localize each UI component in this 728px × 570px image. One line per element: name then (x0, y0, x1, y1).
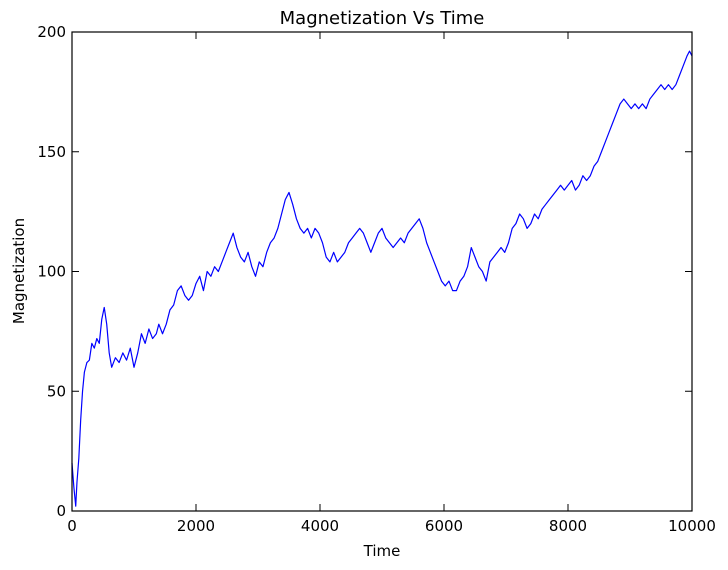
y-tick-label-50: 50 (47, 382, 66, 400)
y-tick-label-100: 100 (37, 263, 66, 281)
y-axis-label: Magnetization (10, 218, 28, 324)
series-layer (71, 50, 693, 507)
x-tick-labels: 0 2000 4000 6000 8000 10000 (67, 517, 716, 535)
x-tick-label-8000: 8000 (549, 517, 587, 535)
y-tick-labels: 0 50 100 150 200 (37, 23, 66, 520)
y-tick-label-150: 150 (37, 143, 66, 161)
x-tick-label-4000: 4000 (301, 517, 339, 535)
y-tick-label-200: 200 (37, 23, 66, 41)
chart-title: Magnetization Vs Time (280, 8, 485, 29)
x-tick-label-0: 0 (67, 517, 77, 535)
plot-frame (71, 31, 693, 512)
x-tick-label-6000: 6000 (425, 517, 463, 535)
x-tick-label-2000: 2000 (177, 517, 215, 535)
plot-area (71, 31, 693, 512)
x-axis-label: Time (363, 542, 401, 560)
series-line-0 (71, 50, 693, 507)
x-tick-label-10000: 10000 (668, 517, 716, 535)
y-tick-label-0: 0 (56, 502, 66, 520)
